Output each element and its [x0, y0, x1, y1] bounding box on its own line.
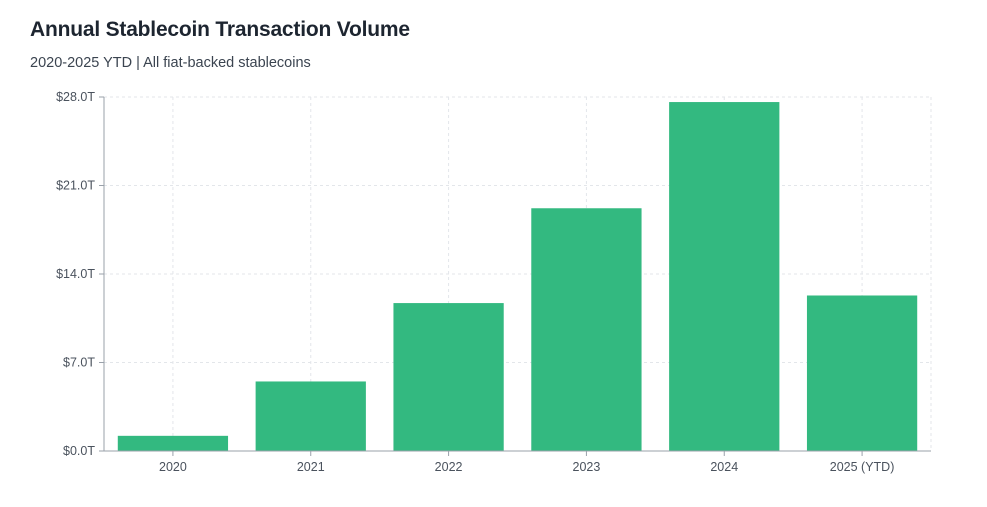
tick-labels: $0.0T $7.0T $14.0T $21.0T $28.0T 2020 2021 2022…: [56, 90, 894, 474]
x-tick-label: 2024: [710, 460, 738, 474]
y-tick-label: $14.0T: [56, 267, 95, 281]
bar-2025-ytd[interactable]: [806, 295, 918, 451]
x-tick-label: 2020: [159, 460, 187, 474]
x-tick-label: 2022: [435, 460, 463, 474]
chart-subtitle: 2020-2025 YTD | All fiat-backed stableco…: [30, 55, 311, 71]
bar-2020[interactable]: [117, 435, 229, 451]
y-tick-label: $0.0T: [63, 444, 95, 458]
y-tick-label: $28.0T: [56, 90, 95, 104]
bar-2022[interactable]: [393, 303, 504, 451]
y-tick-label: $21.0T: [56, 179, 95, 193]
y-tick-label: $7.0T: [63, 356, 95, 370]
x-tick-label: 2025 (YTD): [830, 460, 895, 474]
bars: [117, 102, 918, 452]
x-tick-label: 2021: [297, 460, 325, 474]
bar-2023[interactable]: [531, 208, 642, 451]
axes: [99, 96, 931, 456]
bar-2021[interactable]: [255, 381, 366, 451]
x-tick-label: 2023: [573, 460, 601, 474]
bar-2024[interactable]: [669, 102, 780, 452]
chart-title: Annual Stablecoin Transaction Volume: [30, 18, 410, 41]
